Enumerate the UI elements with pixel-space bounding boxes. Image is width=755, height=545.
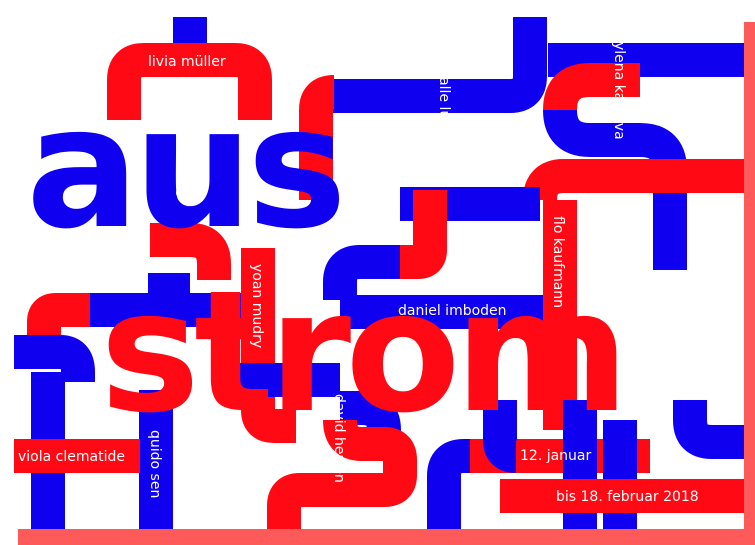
pipe-segment xyxy=(107,43,272,120)
artist-livia-muller: livia müller xyxy=(148,54,226,70)
artist-ylena-katkova: ylena katkova xyxy=(611,42,627,140)
pipe-segment xyxy=(323,245,400,300)
pipe-segment xyxy=(543,63,640,112)
pipe-segment xyxy=(267,419,417,529)
artist-david-herren: david herren xyxy=(331,394,347,483)
pipe-segment xyxy=(14,335,95,389)
artist-anina-hug: anina hug xyxy=(175,128,191,198)
pipe-segment xyxy=(427,439,520,529)
pipe-segment xyxy=(27,293,110,340)
pipe-segment xyxy=(543,108,687,270)
artist-yoan-mudry: yoan mudry xyxy=(249,264,265,349)
artist-quido-sen: quido sen xyxy=(147,430,163,499)
artist-viola-clematide: viola clematide xyxy=(18,449,125,465)
pipe-segment xyxy=(150,223,231,281)
pipe-segment xyxy=(299,75,336,200)
pipe-segment xyxy=(673,400,744,459)
pipe-segment xyxy=(241,248,296,443)
pipe-segment xyxy=(328,17,547,113)
date-end: bis 18. februar 2018 xyxy=(556,489,699,505)
pipe-segment xyxy=(483,400,518,473)
artist-flo-kaufmann: flo kaufmann xyxy=(550,216,566,309)
pipe-segment xyxy=(400,190,447,279)
pipe-segment xyxy=(523,159,660,202)
pipe-network xyxy=(14,17,744,529)
title-strom: strom xyxy=(100,254,624,450)
title-aus: aus xyxy=(26,70,341,266)
artist-daniel-imboden: daniel imboden xyxy=(398,303,507,319)
venue-name: kunsthalle luzern xyxy=(436,30,452,150)
date-start: 12. januar xyxy=(520,448,592,464)
